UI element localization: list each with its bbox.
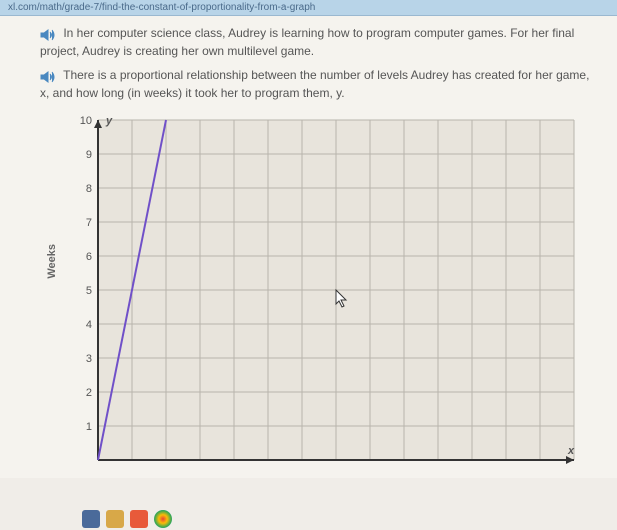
paragraph-2: There is a proportional relationship bet… [40, 66, 597, 102]
problem-content: In her computer science class, Audrey is… [0, 16, 617, 478]
svg-text:8: 8 [86, 183, 92, 195]
proportional-chart: 1 2 3 4 5 6 7 8 9 10 y x [70, 110, 584, 470]
svg-text:2: 2 [86, 387, 92, 399]
tb-icon-2[interactable] [106, 510, 124, 528]
paragraph-1: In her computer science class, Audrey is… [40, 24, 597, 60]
svg-text:1: 1 [86, 421, 92, 433]
chart-container: Weeks 12345678910yx [70, 110, 597, 470]
svg-text:10: 10 [80, 115, 92, 127]
audio-icon[interactable] [40, 28, 56, 40]
svg-text:9: 9 [86, 149, 92, 161]
svg-text:5: 5 [86, 285, 92, 297]
svg-text:7: 7 [86, 217, 92, 229]
svg-text:y: y [105, 115, 113, 127]
taskbar [80, 508, 174, 530]
svg-text:4: 4 [86, 319, 92, 331]
svg-text:6: 6 [86, 251, 92, 263]
svg-text:x: x [567, 445, 575, 457]
tb-icon-4[interactable] [154, 510, 172, 528]
para2-text: There is a proportional relationship bet… [40, 68, 589, 100]
y-axis-label: Weeks [46, 244, 58, 279]
audio-icon[interactable] [40, 70, 56, 82]
svg-text:3: 3 [86, 353, 92, 365]
url-bar: xl.com/math/grade-7/find-the-constant-of… [0, 0, 617, 16]
tb-icon-3[interactable] [130, 510, 148, 528]
para1-text: In her computer science class, Audrey is… [40, 26, 574, 58]
url-text: xl.com/math/grade-7/find-the-constant-of… [8, 2, 315, 13]
tb-icon-1[interactable] [82, 510, 100, 528]
